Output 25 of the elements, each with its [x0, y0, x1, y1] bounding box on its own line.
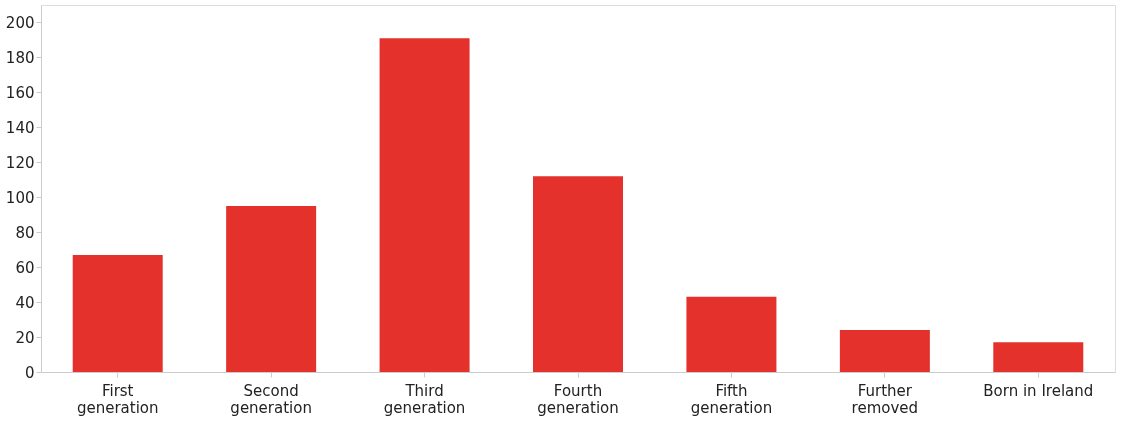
y-tick-label: 80	[15, 223, 35, 242]
bar	[839, 330, 930, 372]
x-tick-label: Further removed	[851, 381, 919, 417]
bar	[379, 38, 470, 372]
y-tick-label: 40	[15, 293, 35, 312]
bar	[533, 176, 623, 372]
x-tick-label: Fourth generation	[537, 381, 619, 417]
bar	[993, 342, 1084, 372]
x-tick-label: Fifth generation	[690, 381, 773, 417]
y-tick-label: 180	[5, 48, 35, 67]
bar	[72, 254, 163, 372]
x-tick-label: Second generation	[230, 381, 312, 417]
y-tick-label: 160	[5, 83, 35, 102]
y-tick-label: 0	[24, 363, 35, 382]
y-tick-label: 60	[15, 258, 35, 277]
y-tick-label: 100	[5, 188, 35, 207]
x-tick-label: First generation	[76, 381, 159, 417]
y-tick-label: 140	[5, 118, 35, 137]
bar	[686, 296, 777, 372]
x-tick-label: Born in Ireland	[983, 381, 1094, 400]
y-tick-label: 20	[15, 328, 35, 347]
x-tick-label: Third generation	[383, 381, 466, 417]
bar	[226, 205, 317, 372]
y-tick-label: 200	[5, 13, 35, 32]
y-tick-label: 120	[5, 153, 35, 172]
